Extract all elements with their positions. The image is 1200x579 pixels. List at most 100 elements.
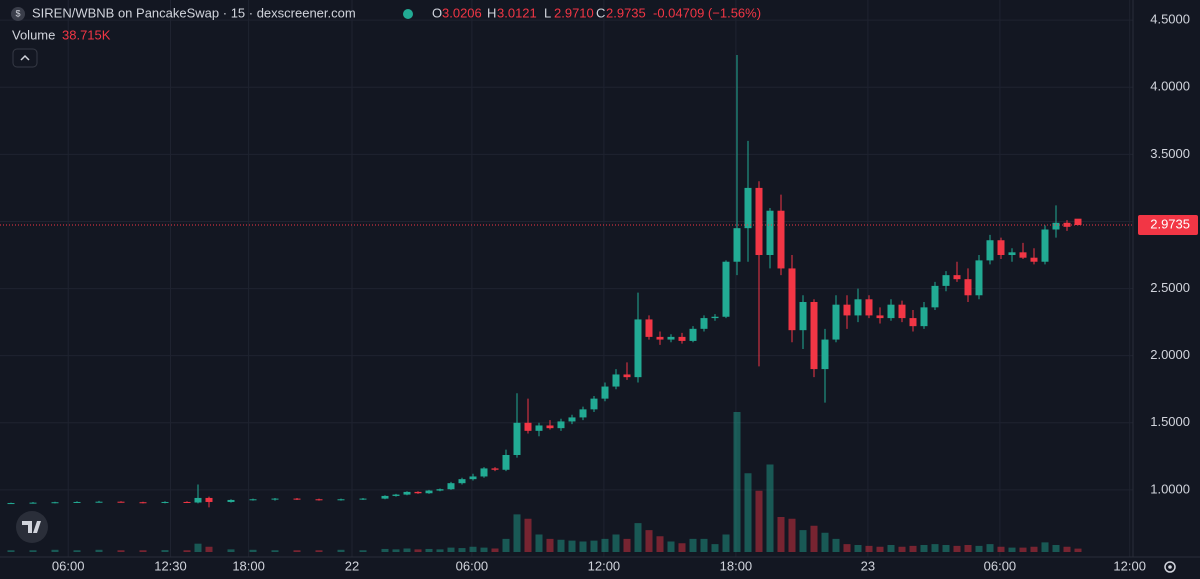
candle-body xyxy=(161,501,169,503)
candle-body xyxy=(689,328,697,341)
candle-body xyxy=(568,417,576,422)
x-tick-label: 12:00 xyxy=(588,558,621,573)
candle-body xyxy=(711,316,719,319)
volume-bar xyxy=(1052,545,1060,552)
last-price-label: 2.9735 xyxy=(1150,216,1190,231)
volume-bar xyxy=(161,550,169,552)
candle-body xyxy=(1041,229,1049,262)
candle-body xyxy=(953,275,961,280)
volume-bar xyxy=(1041,542,1049,552)
volume-bar xyxy=(568,540,576,552)
volume-bar xyxy=(227,549,235,552)
candle-body xyxy=(766,210,774,256)
volume-bar xyxy=(491,548,499,552)
candle-body xyxy=(931,285,939,308)
volume-bar xyxy=(931,544,939,552)
volume-bar xyxy=(546,538,554,552)
volume-bar xyxy=(337,549,345,552)
volume-bar xyxy=(502,538,510,552)
volume-bar xyxy=(843,544,851,552)
volume-bar xyxy=(1019,547,1027,552)
candle-body xyxy=(194,497,202,503)
candle-body xyxy=(975,260,983,296)
candle-body xyxy=(612,374,620,387)
volume-bar xyxy=(832,538,840,552)
low-value: 2.9710 xyxy=(554,5,594,20)
y-tick-label: 3.5000 xyxy=(1150,146,1190,161)
high-value: 3.0121 xyxy=(497,5,537,20)
x-tick-label: 12:00 xyxy=(1113,558,1146,573)
volume-bar xyxy=(733,412,741,552)
volume-bar xyxy=(436,549,444,552)
volume-bar xyxy=(645,530,653,552)
candle-body xyxy=(997,240,1005,256)
candle-body xyxy=(7,503,15,505)
candle-body xyxy=(535,425,543,431)
candle-body xyxy=(579,409,587,418)
candle-body xyxy=(403,491,411,495)
volume-value: 38.715K xyxy=(62,27,111,42)
candle-body xyxy=(700,318,708,329)
symbol: SIREN/WBNB on PancakeSwap · 15 · dexscre… xyxy=(32,5,356,20)
collapse-button[interactable] xyxy=(12,48,38,68)
volume-bar xyxy=(117,550,125,552)
settings-button[interactable] xyxy=(1164,561,1176,573)
volume-bar xyxy=(315,550,323,552)
candle-body xyxy=(832,304,840,340)
candle-body xyxy=(634,319,642,378)
candles xyxy=(7,55,1082,508)
candle-body xyxy=(942,275,950,286)
candle-body xyxy=(436,489,444,491)
candle-body xyxy=(920,307,928,327)
candle-body xyxy=(810,301,818,370)
volume-bar xyxy=(865,545,873,552)
volume-bar xyxy=(964,545,972,552)
candle-body xyxy=(73,501,81,503)
volume-bar xyxy=(975,545,983,552)
volume-bar xyxy=(997,546,1005,552)
candle-body xyxy=(502,454,510,470)
candle-body xyxy=(744,187,752,229)
volume-bar xyxy=(1063,546,1071,552)
volume-bar xyxy=(425,548,433,552)
volume-bar xyxy=(249,549,257,552)
volume-bar xyxy=(623,538,631,552)
candle-body xyxy=(909,318,917,327)
volume-bar xyxy=(744,473,752,552)
candle-body xyxy=(854,299,862,316)
candle-body xyxy=(1063,222,1071,227)
volume-bar xyxy=(469,546,477,552)
volume-bar xyxy=(480,547,488,552)
volume-bar xyxy=(942,545,950,552)
volume-bar xyxy=(293,550,301,552)
candle-body xyxy=(876,315,884,319)
volume-bar xyxy=(392,549,400,552)
x-tick-label: 06:00 xyxy=(456,558,489,573)
y-tick-label: 2.5000 xyxy=(1150,280,1190,295)
candle-body xyxy=(117,501,125,503)
candle-body xyxy=(722,261,730,317)
candle-body xyxy=(392,494,400,496)
volume-bar xyxy=(667,541,675,552)
open-value: 3.0206 xyxy=(442,5,482,20)
volume-bar xyxy=(73,550,81,552)
candle-body xyxy=(359,498,367,500)
status-dot xyxy=(403,9,413,19)
volume-bar xyxy=(953,545,961,552)
candle-body xyxy=(1019,252,1027,258)
candle-body xyxy=(788,268,796,331)
candle-body xyxy=(447,483,455,490)
volume-bar xyxy=(854,545,862,552)
token-icon xyxy=(11,7,25,21)
volume-bar xyxy=(799,530,807,552)
volume-bar xyxy=(458,548,466,552)
candle-body xyxy=(590,398,598,410)
candle-body xyxy=(414,491,422,494)
volume-bar xyxy=(381,548,389,552)
volume-bar xyxy=(810,525,818,552)
x-tick-label: 18:00 xyxy=(720,558,753,573)
y-tick-label: 4.0000 xyxy=(1150,79,1190,94)
volume-bar xyxy=(194,543,202,552)
token-icon-glyph: $ xyxy=(15,8,20,18)
